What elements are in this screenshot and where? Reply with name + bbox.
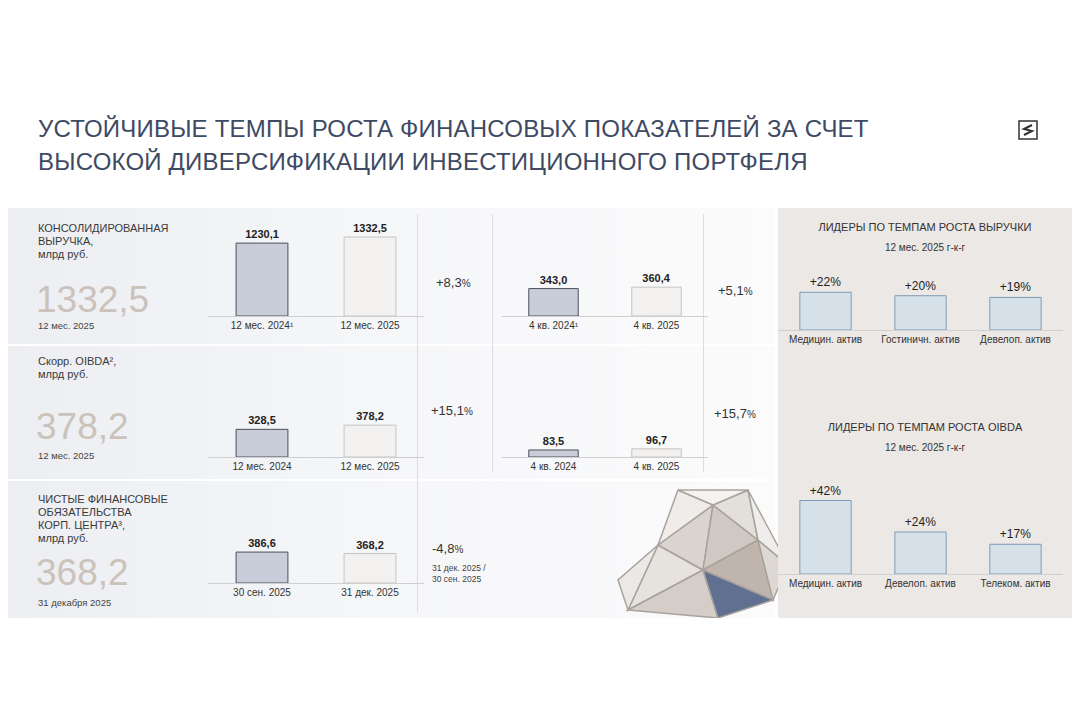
html-text:+15,1%: +15,1%: [431, 403, 473, 418]
html-text:УСТОЙЧИВЫЕ ТЕМПЫ РОСТА ФИНАНСО: УСТОЙЧИВЫЕ ТЕМПЫ РОСТА ФИНАНСОВЫХ ПОКАЗА…: [38, 115, 869, 142]
html-text:12 мес. 2025: 12 мес. 2025: [38, 320, 95, 331]
html-text:+8,3%: +8,3%: [436, 275, 471, 290]
svg-text:1230,1: 1230,1: [245, 228, 279, 240]
svg-text:96,7: 96,7: [646, 434, 667, 446]
html-text:12 мес. 2025 г-к-г: 12 мес. 2025 г-к-г: [884, 242, 966, 253]
svg-text:378,2: 378,2: [356, 410, 384, 422]
html-text:КОРП. ЦЕНТРА³,: КОРП. ЦЕНТРА³,: [38, 519, 125, 531]
svg-text:83,5: 83,5: [543, 435, 564, 447]
svg-text:368,2: 368,2: [356, 539, 384, 551]
html-text:30 сен. 2025: 30 сен. 2025: [432, 574, 482, 584]
svg-text:4 кв. 2025: 4 кв. 2025: [634, 461, 680, 472]
html-text:млрд руб.: млрд руб.: [38, 248, 89, 260]
html-text:31 декабря 2025: 31 декабря 2025: [38, 597, 112, 608]
svg-text:+24%: +24%: [905, 515, 936, 529]
svg-text:Медицин. актив: Медицин. актив: [789, 578, 862, 589]
html-text:+5,1%: +5,1%: [718, 283, 753, 298]
svg-text:30 сен. 2025: 30 сен. 2025: [233, 587, 291, 598]
html-text:ЛИДЕРЫ ПО ТЕМПАМ РОСТА OIBDA: ЛИДЕРЫ ПО ТЕМПАМ РОСТА OIBDA: [827, 421, 1023, 433]
svg-text:360,4: 360,4: [642, 272, 670, 284]
svg-text:343,0: 343,0: [540, 274, 568, 286]
svg-text:Медицин. актив: Медицин. актив: [789, 334, 862, 345]
svg-text:12 мес. 2024¹: 12 мес. 2024¹: [231, 320, 294, 331]
svg-text:4 кв. 2024¹: 4 кв. 2024¹: [529, 320, 579, 331]
svg-text:Девелоп. актив: Девелоп. актив: [885, 578, 956, 589]
html-text:12 мес. 2025 г-к-г: 12 мес. 2025 г-к-г: [884, 442, 966, 453]
svg-text:4 кв. 2024: 4 кв. 2024: [531, 461, 577, 472]
html-text:ЛИДЕРЫ ПО ТЕМПАМ РОСТА ВЫРУЧКИ: ЛИДЕРЫ ПО ТЕМПАМ РОСТА ВЫРУЧКИ: [818, 221, 1032, 233]
svg-text:+17%: +17%: [1000, 527, 1031, 541]
html-text:368,2: 368,2: [36, 552, 129, 593]
html-text:ВЫСОКОЙ ДИВЕРСИФИКАЦИИ ИНВЕСТИ: ВЫСОКОЙ ДИВЕРСИФИКАЦИИ ИНВЕСТИЦИОННОГО П…: [38, 148, 808, 175]
svg-text:328,5: 328,5: [248, 414, 276, 426]
svg-text:12 мес. 2025: 12 мес. 2025: [340, 461, 400, 472]
html-text:12 мес. 2025: 12 мес. 2025: [38, 450, 95, 461]
html-text:Скорр. OIBDA²,: Скорр. OIBDA²,: [38, 355, 117, 367]
html-text:ЧИСТЫЕ ФИНАНСОВЫЕ: ЧИСТЫЕ ФИНАНСОВЫЕ: [38, 493, 168, 505]
svg-text:4 кв. 2025: 4 кв. 2025: [634, 320, 680, 331]
html-text:млрд руб.: млрд руб.: [38, 532, 89, 544]
svg-text:+19%: +19%: [1000, 280, 1031, 294]
html-text:-4,8%: -4,8%: [432, 541, 464, 556]
svg-text:Девелоп. актив: Девелоп. актив: [980, 334, 1051, 345]
svg-text:12 мес. 2024: 12 мес. 2024: [232, 461, 292, 472]
html-text:1332,5: 1332,5: [36, 279, 150, 320]
svg-text:Телеком. актив: Телеком. актив: [980, 578, 1050, 589]
html-text:КОНСОЛИДИРОВАННАЯ: КОНСОЛИДИРОВАННАЯ: [38, 222, 169, 234]
html-text:+15,7%: +15,7%: [714, 406, 756, 421]
svg-text:+20%: +20%: [905, 279, 936, 293]
svg-text:+22%: +22%: [810, 275, 841, 289]
html-text:ВЫРУЧКА,: ВЫРУЧКА,: [38, 235, 94, 247]
svg-text:31 дек. 2025: 31 дек. 2025: [341, 587, 399, 598]
html-text:ОБЯЗАТЕЛЬСТВА: ОБЯЗАТЕЛЬСТВА: [38, 506, 132, 518]
svg-text:12 мес. 2025: 12 мес. 2025: [340, 320, 400, 331]
html-text:31 дек. 2025 /: 31 дек. 2025 /: [432, 563, 486, 573]
svg-text:386,6: 386,6: [248, 537, 276, 549]
html-text:млрд руб.: млрд руб.: [38, 368, 89, 380]
svg-text:1332,5: 1332,5: [353, 222, 387, 234]
svg-text:+42%: +42%: [810, 484, 841, 498]
svg-text:Гостиничн. актив: Гостиничн. актив: [881, 334, 959, 345]
html-text:378,2: 378,2: [36, 406, 129, 447]
